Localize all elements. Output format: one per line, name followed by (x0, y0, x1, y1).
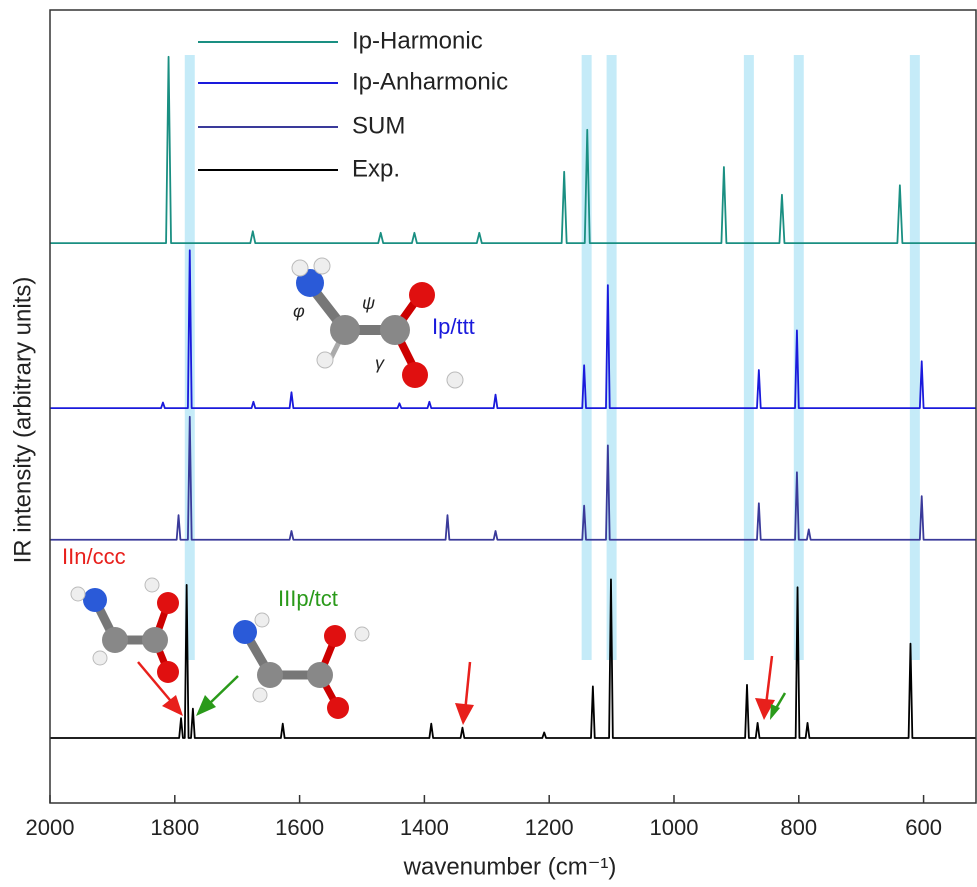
x-tick-label: 600 (905, 815, 942, 840)
annotation: IIIp/tct (278, 586, 338, 611)
chart: 2000 1800 1600 1400 1200 1000 800 600 wavenumbe… (0, 0, 977, 887)
legend-label: Ip-Harmonic (352, 27, 483, 54)
legend-label: SUM (352, 112, 405, 139)
highlight-band (744, 55, 754, 660)
spectrum-line (50, 250, 976, 408)
legend-label: Exp. (352, 155, 400, 182)
dihedral-label: γ (375, 353, 385, 373)
molecule-iin (71, 578, 179, 683)
dihedral-label: ψ (362, 293, 375, 313)
x-tick-label: 1000 (650, 815, 699, 840)
legend-label: Ip-Anharmonic (352, 68, 508, 95)
x-tick-label: 1400 (400, 815, 449, 840)
annotation: IIn/ccc (62, 544, 126, 569)
x-tick-label: 1600 (275, 815, 324, 840)
arrows (138, 656, 785, 725)
highlight-band (910, 55, 920, 660)
annotation: Ip/ttt (432, 314, 475, 339)
x-axis-label: wavenumber (cm⁻¹) (403, 853, 617, 880)
spectrum-line (50, 417, 976, 540)
x-tick-label: 800 (780, 815, 817, 840)
x-tick-label: 1800 (150, 815, 199, 840)
highlight-band (185, 55, 195, 660)
highlight-bands (185, 55, 920, 660)
x-tick-label: 2000 (26, 815, 75, 840)
y-axis-label: IR intensity (arbitrary units) (9, 277, 36, 564)
dihedral-label: φ (293, 301, 305, 321)
x-axis: 2000 1800 1600 1400 1200 1000 800 600 (26, 795, 942, 840)
highlight-band (794, 55, 804, 660)
molecule-iiip (233, 613, 369, 719)
x-tick-label: 1200 (525, 815, 574, 840)
legend: Ip-Harmonic Ip-Anharmonic SUM Exp. (198, 27, 508, 182)
